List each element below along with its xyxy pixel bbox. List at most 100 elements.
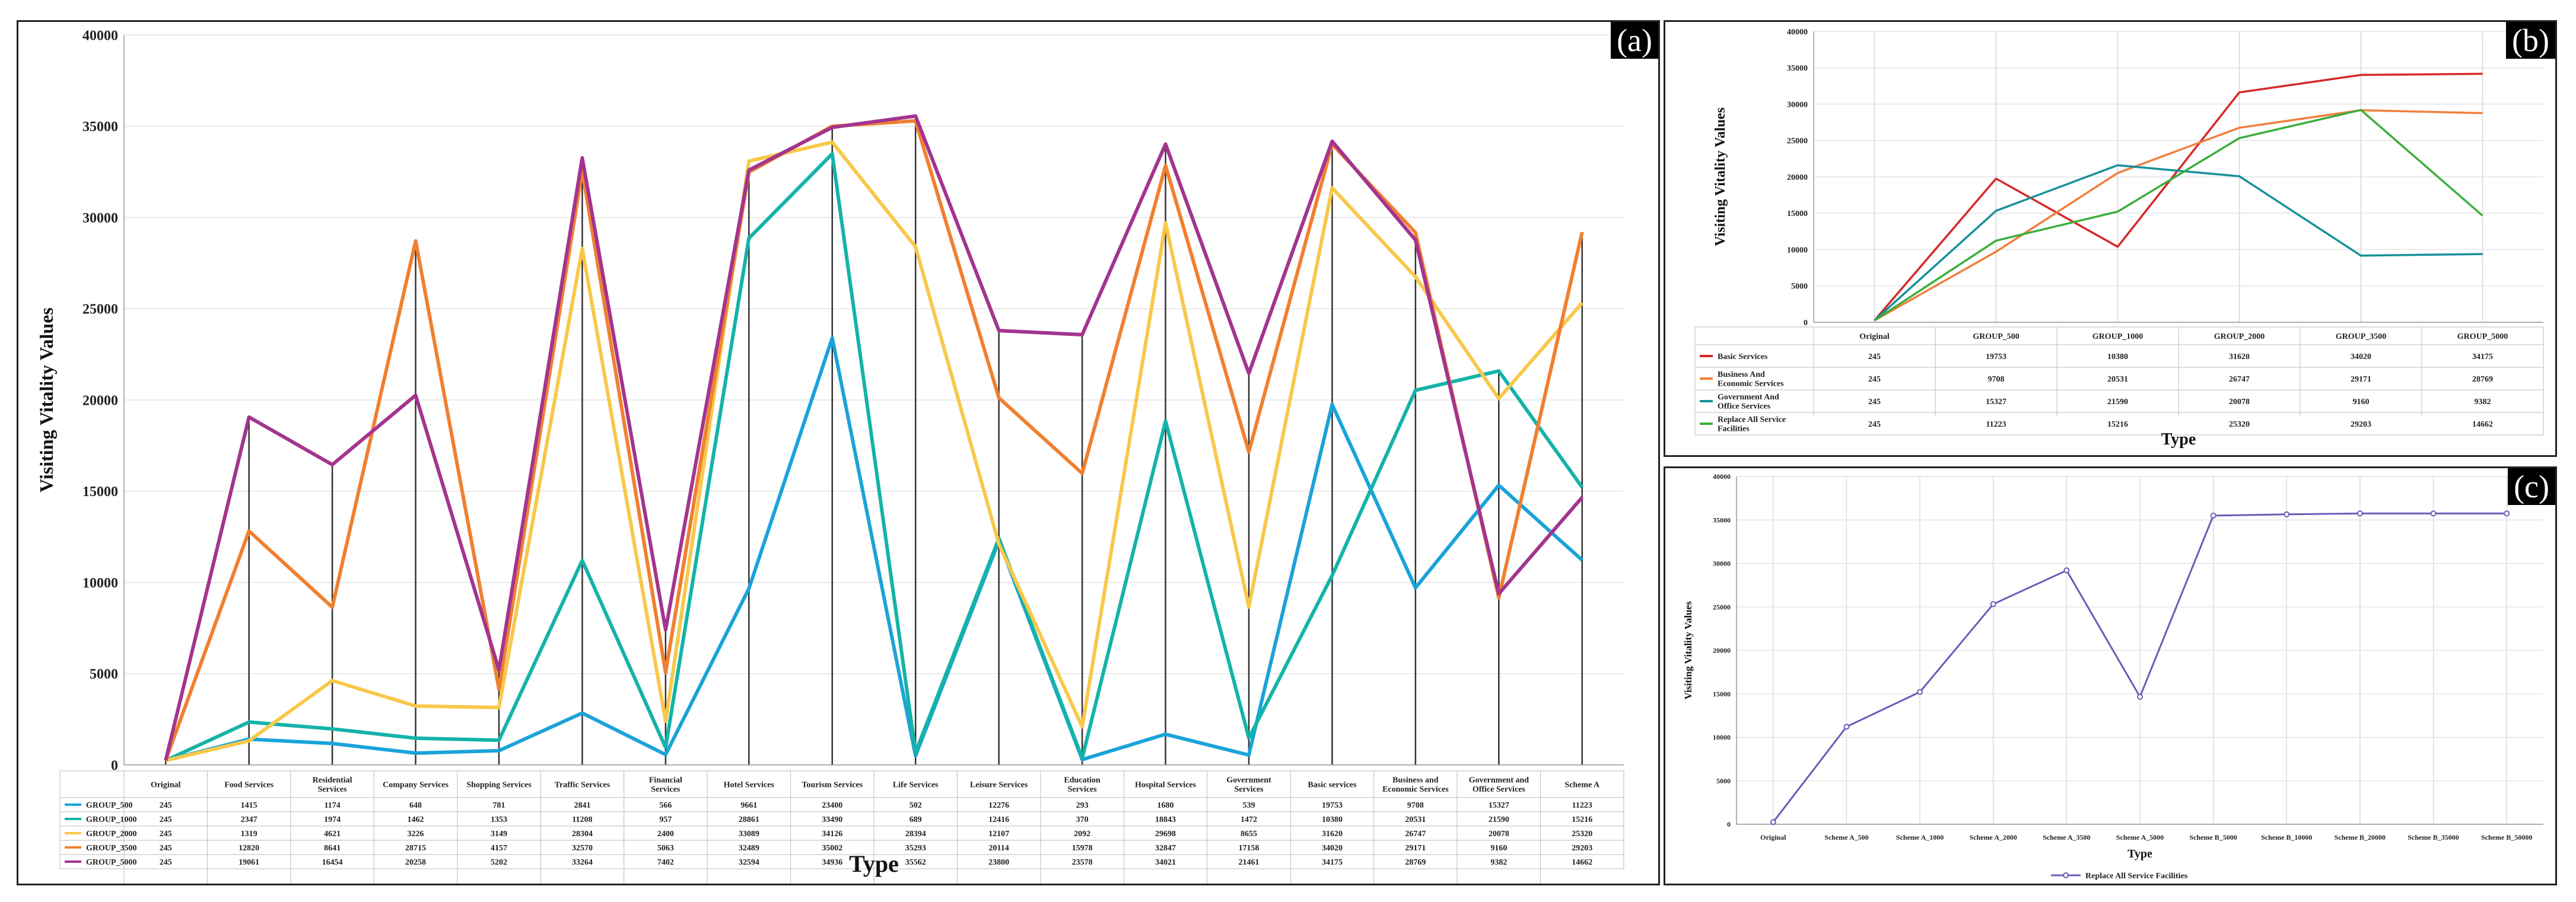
chart-panel-c: 0 5000 10000 15000 20000 25000 30000 35000 40000…: [1664, 466, 2557, 885]
legend-label: GROUP_500: [86, 801, 133, 810]
table-cell-value: 3226: [408, 830, 424, 839]
table-cell-value: 1415: [241, 801, 257, 810]
table-cell-value: 15216: [1572, 815, 1592, 824]
table-cell-value: 10380: [1322, 815, 1343, 824]
category-label: GROUP_2000: [2214, 332, 2265, 341]
table-cell-value: 29171: [2351, 375, 2371, 384]
category-label: Scheme A_500: [1824, 833, 1868, 841]
category-label: GROUP_1000: [2092, 332, 2144, 341]
table-cell-value: 15327: [1489, 801, 1509, 810]
panel-label-a: (a): [1611, 22, 1658, 59]
series-line-business-and-economic-services: [1874, 109, 2483, 322]
table-cell-value: 14662: [2472, 420, 2493, 429]
table-cell-value: 23578: [1072, 858, 1093, 867]
y-tick-label: 5000: [1791, 282, 1808, 291]
table-cell-value: 9708: [1988, 375, 2005, 384]
category-label: Scheme B_10000: [2261, 833, 2312, 841]
table-cell-value: 21461: [1239, 858, 1260, 867]
table-cell-value: 245: [160, 830, 172, 839]
y-tick-label: 20000: [1787, 173, 1808, 182]
x-axis-title: Type: [849, 850, 899, 877]
table-cell-value: 20078: [2229, 398, 2250, 406]
table-cell-value: 20531: [1405, 815, 1426, 824]
category-label: Scheme B_20000: [2335, 833, 2386, 841]
table-cell-value: 245: [1868, 352, 1881, 361]
data-point: [1990, 601, 1996, 608]
table-cell-value: 34175: [2472, 352, 2493, 361]
table-cell-value: 28861: [739, 815, 759, 824]
table-cell-value: 28769: [2472, 375, 2493, 384]
legend-marker: [2063, 872, 2069, 878]
table-cell-value: 18843: [1155, 815, 1176, 824]
table-cell-value: 19753: [1322, 801, 1343, 810]
table-cell-value: 15327: [1986, 398, 2006, 406]
table-cell-value: 19061: [238, 858, 259, 867]
series-line-group-5000: [164, 114, 1584, 761]
table-cell-value: 28769: [1405, 858, 1426, 867]
table-cell-value: 245: [160, 815, 172, 824]
table-cell-value: 370: [1076, 815, 1089, 824]
category-label: Scheme A_1000: [1896, 833, 1944, 841]
legend-label: GROUP_2000: [86, 830, 137, 839]
category-label: Scheme A: [1564, 780, 1600, 789]
table-cell-value: 15216: [2107, 420, 2128, 429]
category-label: Company Services: [383, 780, 449, 789]
category-label: GROUP_5000: [2457, 332, 2508, 341]
table-cell-value: 34936: [822, 858, 842, 867]
table-cell-value: 8655: [1241, 830, 1257, 839]
legend-label: GROUP_5000: [86, 858, 137, 867]
y-tick-label: 25000: [1713, 603, 1731, 611]
category-label: Scheme A_5000: [2116, 833, 2164, 841]
y-tick-label: 40000: [1713, 472, 1731, 481]
y-tick-label: 10000: [1787, 246, 1808, 255]
category-label: Scheme A_3500: [2043, 833, 2090, 841]
table-cell-value: 4157: [491, 844, 507, 853]
data-point: [2356, 510, 2363, 517]
table-cell-value: 19753: [1986, 352, 2006, 361]
table-cell-value: 23400: [822, 801, 842, 810]
table-cell-value: 16454: [322, 858, 343, 867]
y-tick-label: 25000: [82, 302, 118, 317]
y-tick-label: 30000: [1713, 560, 1731, 568]
y-axis-title: Visiting Vitality Values: [1683, 601, 1694, 700]
category-label: Scheme B_50000: [2481, 833, 2532, 841]
table-cell-value: 2347: [241, 815, 257, 824]
table-cell-value: 28715: [405, 844, 426, 853]
category-label: Life Services: [893, 780, 939, 789]
legend-label: Business And Economic Services: [1718, 370, 1784, 388]
data-point: [2137, 694, 2143, 700]
y-tick-label: 20000: [82, 393, 118, 408]
table-cell-value: 29698: [1155, 830, 1176, 839]
table-cell-value: 2841: [574, 801, 590, 810]
y-tick-label: 0: [1727, 820, 1731, 828]
table-cell-value: 20078: [1489, 830, 1509, 839]
y-tick-label: 25000: [1787, 137, 1808, 146]
table-cell-value: 9160: [1490, 844, 1507, 853]
category-label: Scheme B_35000: [2408, 833, 2459, 841]
table-cell-value: 14662: [1572, 858, 1592, 867]
category-label: Original: [1760, 833, 1786, 841]
data-point: [1917, 689, 1923, 695]
chart-a-svg: 0 5000 10000 15000 20000 25000 30000 35000 40000…: [36, 28, 1624, 884]
table-cell-value: 2092: [1074, 830, 1090, 839]
y-tick-label: 35000: [1787, 64, 1808, 73]
table-cell-value: 11208: [572, 815, 592, 824]
category-label: Residential Services: [313, 776, 352, 794]
table-cell-value: 35562: [905, 858, 926, 867]
table-cell-value: 20531: [2107, 375, 2128, 384]
table-cell-value: 35002: [822, 844, 842, 853]
table-cell-value: 33089: [739, 830, 759, 839]
data-point: [2430, 510, 2437, 517]
y-tick-label: 5000: [1716, 777, 1731, 785]
table-cell-value: 29203: [2351, 420, 2371, 429]
category-label: GROUP_3500: [2336, 332, 2387, 341]
table-cell-value: 689: [909, 815, 922, 824]
table-cell-value: 9382: [2475, 398, 2491, 406]
table-cell-value: 8641: [324, 844, 341, 853]
table-cell-value: 245: [160, 858, 172, 867]
y-tick-label: 30000: [82, 211, 118, 226]
chart-b-svg: 0 5000 10000 15000 20000 25000 30000 35000 40000…: [1694, 28, 2544, 449]
table-cell-value: 9708: [1407, 801, 1424, 810]
table-cell-value: 781: [493, 801, 505, 810]
table-cell-value: 293: [1076, 801, 1089, 810]
